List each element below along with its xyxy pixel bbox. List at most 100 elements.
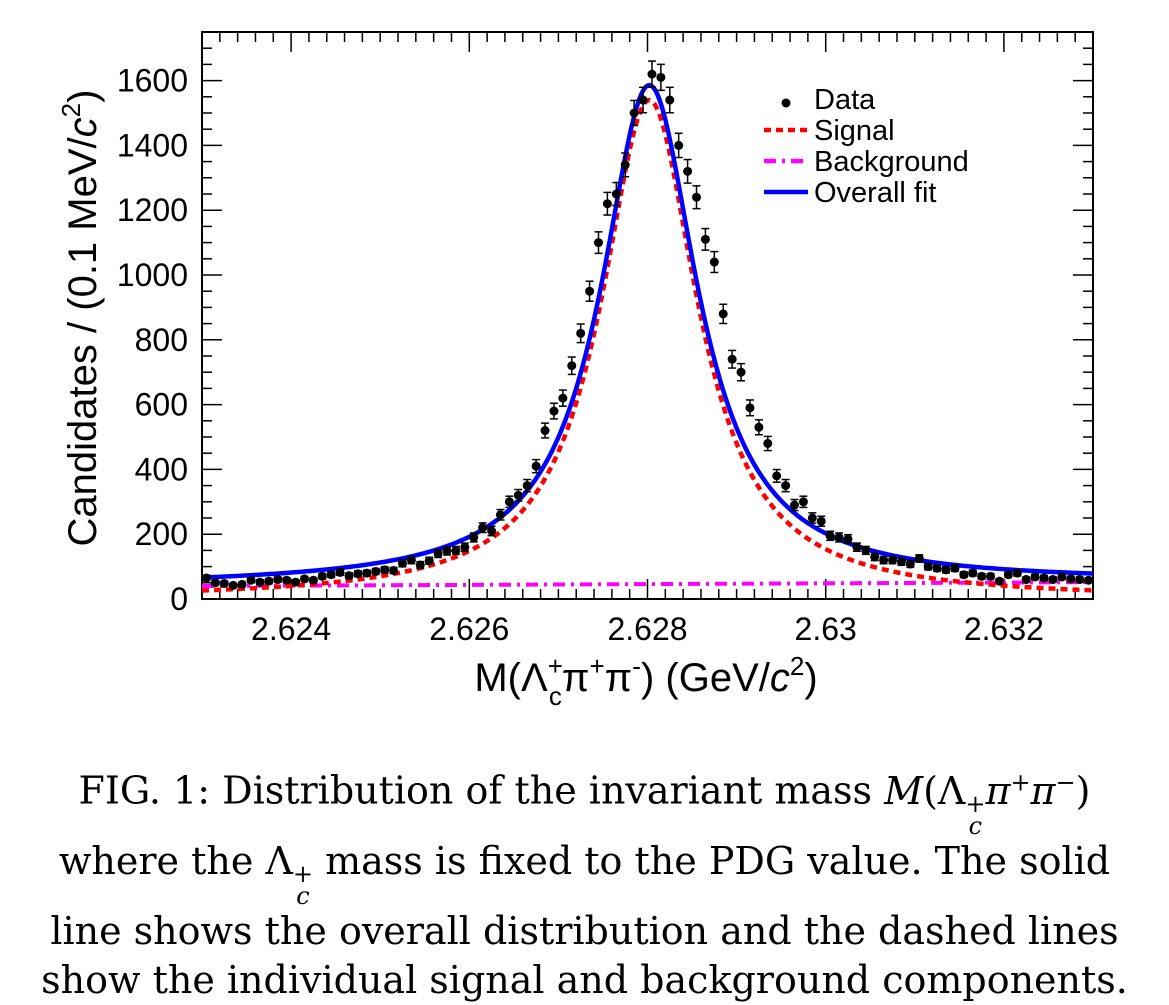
data-point [593,238,603,248]
data-point [781,481,791,491]
caption-math-expression: M(Λ + c π+π−) [884,768,1091,840]
data-point [326,570,336,580]
data-point [834,532,844,542]
data-point [879,555,889,565]
axis-ticks [201,31,1094,600]
data-point [888,555,898,565]
data-point [611,189,621,199]
data-point [353,569,363,579]
data-point [950,563,960,573]
legend-label: Signal [814,115,895,147]
data-point [1057,572,1067,582]
data-point [228,580,238,590]
data-point [798,497,808,507]
data-point [389,565,399,575]
data-point [540,426,550,436]
data-point [656,72,666,82]
data-point [273,575,283,585]
legend-label: Overall fit [814,177,936,209]
data-point [1021,575,1031,585]
data-point [1066,574,1076,584]
data-point [816,516,826,526]
data-point [576,328,586,338]
x-tick-label: 2.626 [429,611,509,647]
x-tick-label: 2.624 [251,611,331,647]
data-point [415,560,425,570]
x-tick-label: 2.632 [964,611,1044,647]
tick-labels: 2.624 2.626 2.628 2.63 2.632 0 200 400 600 800 100… [117,63,1044,647]
data-point [495,510,505,520]
data-point [317,571,327,581]
data-point [299,574,309,584]
y-tick-label: 1600 [117,63,188,99]
data-point [424,556,434,566]
data-point [870,552,880,562]
data-point [1012,568,1022,578]
data-point [683,166,693,176]
data-point [790,500,800,510]
data-point [709,257,719,267]
y-tick-label: 0 [170,581,188,617]
figure-caption: FIG. 1: Distribution of the invariant ma… [0,758,1169,1005]
data-point [825,531,835,541]
data-point [219,578,229,588]
data-point [977,571,987,581]
data-point [968,568,978,578]
data-point [1048,575,1058,585]
y-tick-label: 600 [135,387,188,423]
data-point [727,354,737,364]
y-tick-label: 400 [135,451,188,487]
data-point [567,361,577,371]
data-point [237,579,247,589]
data-point [763,438,773,448]
data-point [994,576,1004,586]
data-point [674,140,684,150]
data-point [549,406,559,416]
plot-area-border [201,31,1094,600]
data-point [380,565,390,575]
data-point [504,497,514,507]
plot-frame [201,31,1094,600]
data-point [692,192,702,202]
data-point [335,567,345,577]
data-point [896,557,906,567]
data-point [852,542,862,552]
data-point [531,461,541,471]
data-point [478,523,488,533]
data-point [513,490,523,500]
data-point [406,555,416,565]
data-point [1003,570,1013,580]
data-point [807,513,817,523]
y-tick-label: 1200 [117,192,188,228]
data-point [843,534,853,544]
data-point [905,559,915,569]
caption-line-2: where the Λ + c mass is fixed to the PDG v… [58,838,1111,910]
data-point [451,545,461,555]
data-point [745,403,755,413]
y-tick-label: 800 [135,322,188,358]
y-tick-label: 1000 [117,257,188,293]
caption-lambda-symbol: Λ + c [265,838,314,910]
data-point [460,542,470,552]
data-point [620,160,630,170]
mass-distribution-figure: 2.624 2.626 2.628 2.63 2.632 0 200 400 600 800 100… [56,31,1094,711]
caption-line-3: line shows the overall distribution and … [50,908,1119,953]
data-point [736,367,746,377]
x-tick-label: 2.63 [795,611,857,647]
data-point [923,562,933,572]
data-point [718,309,728,319]
data-point [558,393,568,403]
data-point [647,69,657,79]
caption-line-4: show the individual signal and backgroun… [41,957,1128,1002]
data-point [1075,575,1085,585]
data-point [308,575,318,585]
data-point [487,526,497,536]
y-axis-label: Candidates / (0.1 MeV/c2) [56,90,105,547]
data-point [932,563,942,573]
data-point [291,577,301,587]
data-point [585,286,595,296]
data-point [210,578,220,588]
y-tick-label: 200 [135,516,188,552]
data-point [754,422,764,432]
legend-label: Data [814,84,876,116]
